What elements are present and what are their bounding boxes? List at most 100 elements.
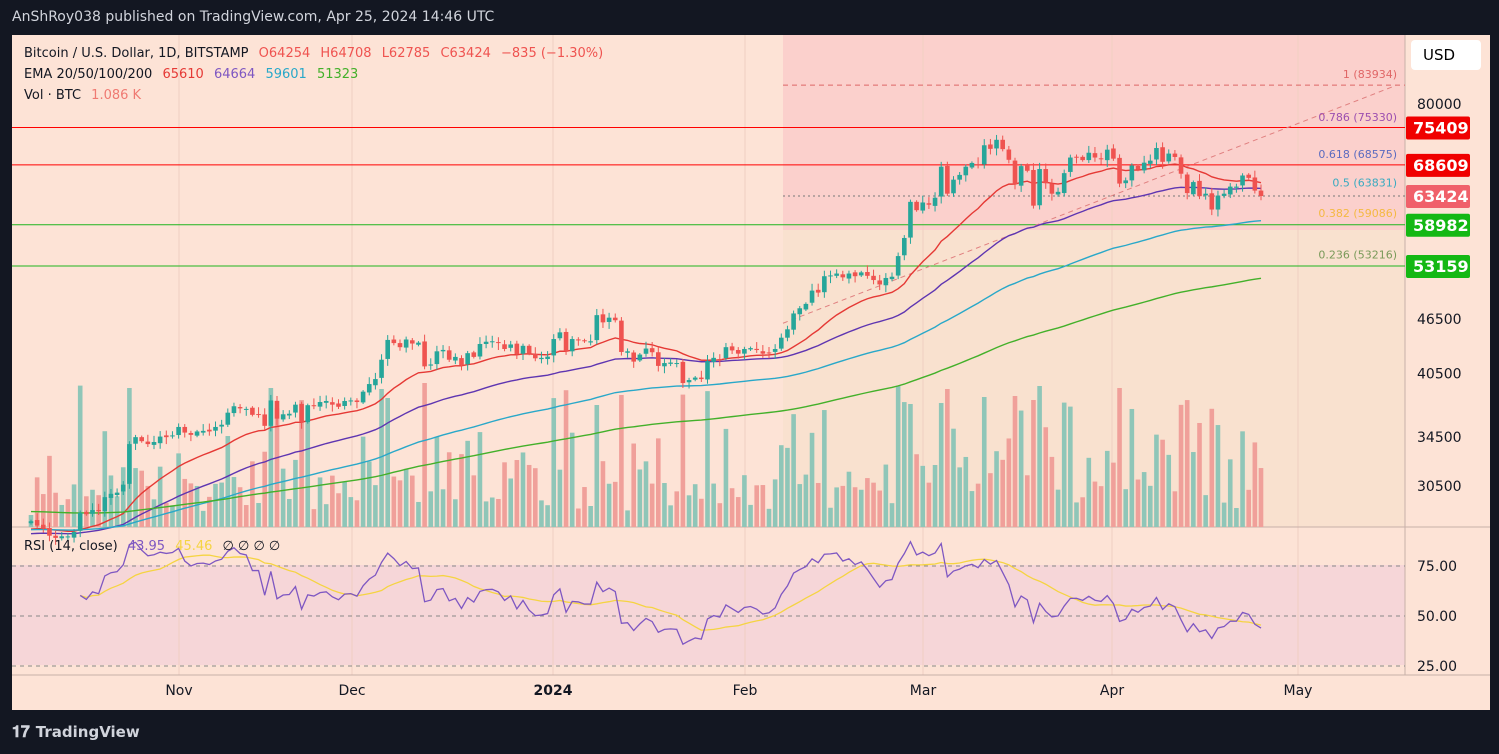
candle-body xyxy=(1043,169,1049,184)
vol-label[interactable]: Vol · BTC xyxy=(24,88,82,103)
candle-body xyxy=(84,512,89,515)
volume-bar xyxy=(465,440,470,527)
tv-logo-icon: 𝟏𝟕 xyxy=(12,722,30,741)
price-tick: 40500 xyxy=(1417,367,1462,383)
rsi-tick: 25.00 xyxy=(1417,659,1457,675)
time-tick: 2024 xyxy=(534,683,573,699)
volume-bar xyxy=(188,483,194,527)
candle-body xyxy=(1215,195,1221,210)
candle-body xyxy=(772,349,778,352)
candle-body xyxy=(342,400,347,406)
volume-bar xyxy=(908,404,913,527)
volume-bar xyxy=(1154,434,1159,527)
candle-body xyxy=(840,274,846,278)
symbol-title[interactable]: Bitcoin / U.S. Dollar, 1D, BITSTAMP xyxy=(24,46,249,61)
rsi-value: 43.95 xyxy=(127,539,166,554)
candle-body xyxy=(766,352,772,354)
volume-bar xyxy=(1209,408,1215,527)
volume-bar xyxy=(1086,457,1092,527)
candle-body xyxy=(1086,152,1092,161)
volume-bar xyxy=(551,398,557,527)
candle-body xyxy=(963,166,969,176)
time-tick: Apr xyxy=(1100,683,1124,699)
volume-bar xyxy=(1049,456,1055,527)
ema-label[interactable]: EMA 20/50/100/200 xyxy=(24,67,153,82)
volume-legend: Vol · BTC 1.086 K xyxy=(24,88,147,103)
candle-body xyxy=(416,342,421,345)
candle-body xyxy=(127,444,132,484)
volume-bar xyxy=(1166,454,1172,527)
volume-bar xyxy=(219,482,224,527)
candle-body xyxy=(1240,175,1245,186)
candle-body xyxy=(1068,157,1073,172)
volume-bar xyxy=(157,466,163,527)
chart-svg[interactable]: 75409 68609 58982 53159 1 (83934) 0.786 (7533… xyxy=(12,35,1490,710)
volume-bar xyxy=(139,470,144,527)
rsi-label[interactable]: RSI (14, close) xyxy=(24,539,118,554)
volume-bar xyxy=(102,431,108,527)
rsi-ma-line xyxy=(79,554,1262,631)
chart-area[interactable]: 75409 68609 58982 53159 1 (83934) 0.786 (7533… xyxy=(12,35,1490,710)
candle-body xyxy=(446,350,452,360)
candle-body xyxy=(360,391,366,403)
candle-body xyxy=(711,357,716,362)
candle-body xyxy=(397,343,403,348)
price-tick: 46500 xyxy=(1417,312,1462,328)
candle-body xyxy=(619,320,624,352)
low-value: L62785 xyxy=(381,46,431,61)
last-price-label: 63424 xyxy=(1413,187,1469,206)
volume-bar xyxy=(717,503,723,527)
candle-body xyxy=(569,339,575,352)
candle-body xyxy=(1166,153,1172,162)
candle-body xyxy=(760,351,766,354)
volume-bar xyxy=(932,464,938,527)
open-value: O64254 xyxy=(258,46,311,61)
fib-label: 1 (83934) xyxy=(1343,68,1397,81)
volume-bar xyxy=(1123,489,1128,527)
candle-body xyxy=(459,358,464,366)
volume-bar xyxy=(1025,475,1030,527)
volume-bar xyxy=(373,485,378,527)
candle-body xyxy=(699,377,704,380)
candle-body xyxy=(53,535,58,538)
candle-body xyxy=(182,426,188,433)
time-tick: Dec xyxy=(338,683,365,699)
symbol-legend: Bitcoin / U.S. Dollar, 1D, BITSTAMP O642… xyxy=(24,46,609,61)
volume-bar xyxy=(1148,485,1153,527)
candle-body xyxy=(323,400,329,403)
level-label: 75409 xyxy=(1413,118,1469,137)
candle-body xyxy=(1191,182,1196,195)
tradingview-logo[interactable]: 𝟏𝟕 TradingView xyxy=(12,722,140,742)
volume-bar xyxy=(600,461,606,527)
volume-bar xyxy=(1234,508,1239,527)
candle-body xyxy=(508,344,513,348)
level-badge xyxy=(1406,254,1470,278)
rsi-tick: 50.00 xyxy=(1417,609,1457,625)
ema200-value: 51323 xyxy=(316,67,359,82)
candle-body xyxy=(170,435,175,437)
candle-body xyxy=(422,341,427,367)
volume-bar xyxy=(1117,388,1122,527)
volume-bar xyxy=(477,432,483,527)
volume-bar xyxy=(1018,410,1024,527)
candle-body xyxy=(526,345,532,354)
volume-bar xyxy=(502,462,507,527)
candle-body xyxy=(385,339,390,359)
volume-bar xyxy=(1012,396,1018,527)
candle-body xyxy=(994,139,999,149)
candle-body xyxy=(1135,165,1141,170)
rsi-legend: RSI (14, close) 43.95 45.46 ∅ ∅ ∅ ∅ xyxy=(24,539,286,554)
volume-bar xyxy=(225,436,231,527)
candle-body xyxy=(895,256,901,276)
volume-bar xyxy=(1160,439,1165,527)
candle-body xyxy=(311,405,317,407)
candle-body xyxy=(920,202,926,211)
candle-body xyxy=(219,424,224,427)
candle-body xyxy=(981,145,987,165)
candle-body xyxy=(662,363,667,367)
volume-bar xyxy=(612,481,618,527)
candle-body xyxy=(637,354,643,361)
volume-bar xyxy=(772,479,778,527)
candle-body xyxy=(502,344,507,350)
currency-button[interactable]: USD xyxy=(1411,40,1481,70)
